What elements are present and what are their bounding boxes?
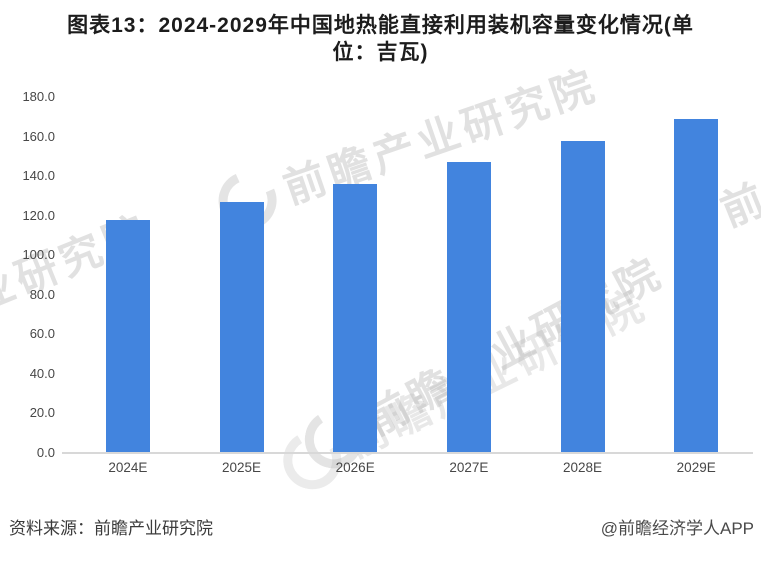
x-axis-label-2025e: 2025E <box>221 460 262 475</box>
y-axis-tick-label: 40.0 <box>29 365 55 381</box>
x-axis-label-2028e: 2028E <box>563 460 603 475</box>
bar-slot <box>412 97 526 453</box>
y-axis-tick-label: 20.0 <box>29 405 55 421</box>
x-axis-line <box>62 452 753 454</box>
bar-2029e <box>674 118 719 453</box>
bar-2024e <box>105 219 150 453</box>
x-axis-label-2027e: 2027E <box>449 460 489 475</box>
y-axis-tick-label: 120.0 <box>22 207 55 223</box>
source-text: 资料来源：前瞻产业研究院 <box>9 519 213 538</box>
y-axis: 0.0 20.0 40.0 60.0 80.0 100.0 120.0 140.0 160.0 1… <box>0 89 55 460</box>
y-axis-tick-label: 60.0 <box>29 326 55 342</box>
y-axis-tick-label: 80.0 <box>29 286 55 302</box>
bar-2025e <box>219 201 264 453</box>
plot-area <box>62 97 753 454</box>
y-axis-tick-label: 0.0 <box>36 445 55 460</box>
y-axis-tick-label: 100.0 <box>22 247 55 263</box>
chart-title-line-1: 图表13：2024-2029年中国地热能直接利用装机容量变化情况(单 <box>67 14 694 37</box>
bar-slot <box>71 97 185 453</box>
bar-slot <box>639 97 753 453</box>
bar-slot <box>526 97 640 453</box>
x-axis-label-2024e: 2024E <box>108 460 148 475</box>
y-axis-tick-label: 160.0 <box>22 128 55 144</box>
y-axis-tick-label: 180.0 <box>22 89 55 104</box>
x-axis-label-2026e: 2026E <box>335 460 375 475</box>
bar-2027e <box>446 162 491 453</box>
x-axis: 2024E 2025E 2026E 2027E 2028E 2029E <box>71 460 753 475</box>
bar-slot <box>185 97 299 453</box>
bar-series <box>71 97 753 453</box>
y-axis-tick-label: 140.0 <box>22 168 55 184</box>
bar-2026e <box>333 184 378 453</box>
bar-2028e <box>560 140 605 453</box>
x-axis-label-2029e: 2029E <box>676 460 716 475</box>
chart-title: 图表13：2024-2029年中国地热能直接利用装机容量变化情况(单 位：吉瓦) <box>18 12 743 66</box>
chart-title-line-2: 位：吉瓦) <box>332 41 429 64</box>
bar-slot <box>298 97 412 453</box>
attribution-text: @前瞻经济学人APP <box>600 519 754 538</box>
